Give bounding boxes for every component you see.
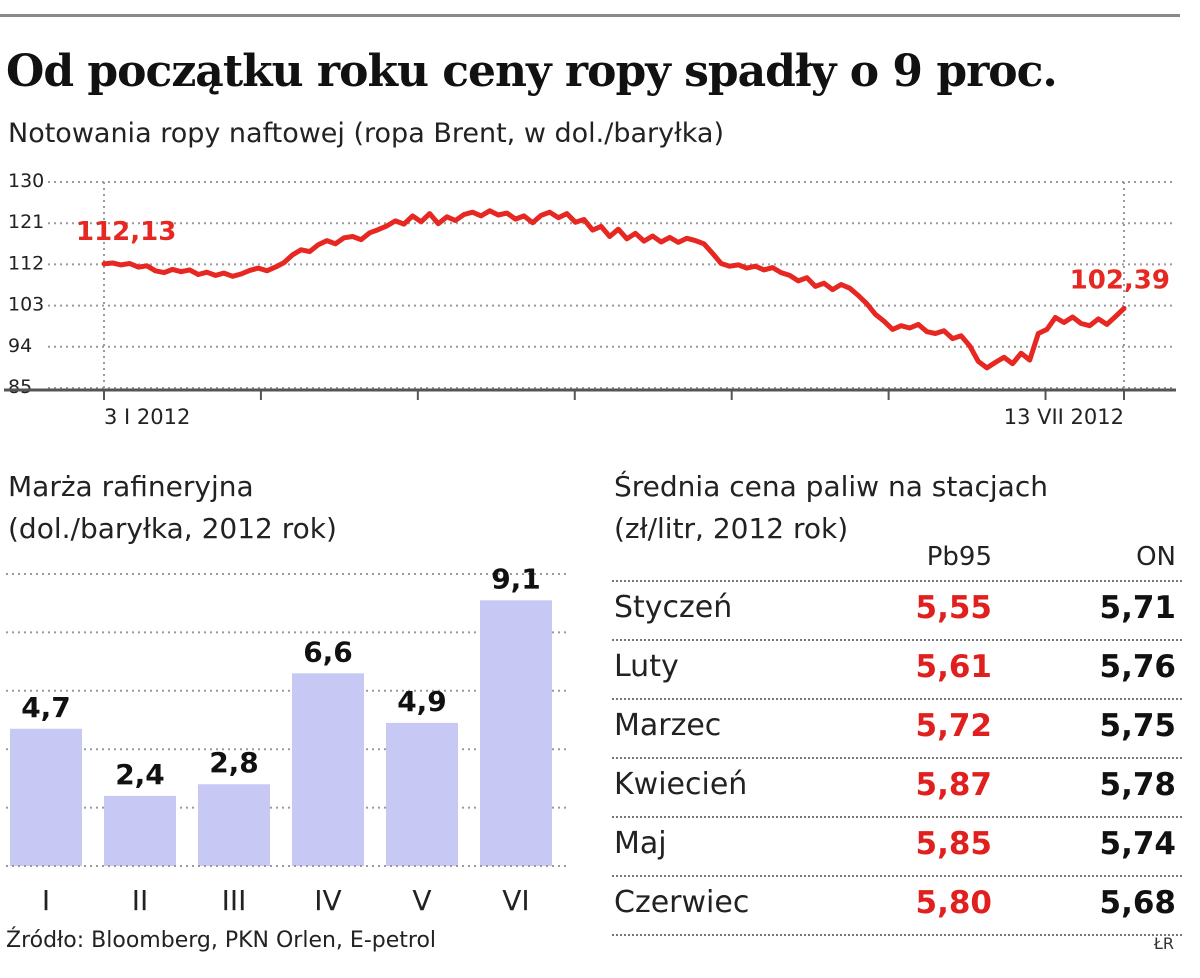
margin-bar: [104, 795, 176, 866]
fuel-table-title: Średnia cena paliw na stacjach: [614, 470, 1048, 503]
bar-category-label: III: [222, 884, 247, 917]
pb95-price: 5,80: [915, 885, 993, 921]
on-price: 5,68: [1099, 885, 1177, 921]
oil-price-line-chart: 130 121 112 103 94 85 3 I 2012 13 VII 2012 112,1…: [4, 170, 1176, 429]
x-label-start: 3 I 2012: [104, 405, 190, 429]
on-price: 5,76: [1099, 649, 1177, 685]
margin-bar: [480, 600, 552, 866]
oil-price-series-line: [101, 208, 1127, 371]
x-label-end: 13 VII 2012: [1004, 405, 1124, 429]
table-row: Maj 5,85 5,74: [612, 816, 1182, 875]
pb95-price: 5,85: [915, 826, 993, 862]
bar-category-label: II: [132, 884, 149, 917]
bar-value-label: 4,9: [397, 685, 447, 718]
month-label: Kwiecień: [614, 767, 748, 802]
margin-bar: [292, 673, 364, 866]
bar-value-label: 4,7: [21, 691, 71, 724]
bar-category-label: I: [42, 884, 50, 917]
on-price: 5,75: [1099, 708, 1177, 744]
on-price: 5,78: [1099, 767, 1177, 803]
margin-bar: [198, 784, 270, 866]
bar-value-label: 2,8: [209, 746, 259, 779]
on-price: 5,74: [1099, 826, 1177, 862]
month-label: Marzec: [614, 708, 722, 743]
month-label: Czerwiec: [614, 885, 750, 920]
on-price: 5,71: [1099, 590, 1177, 626]
end-value-label: 102,39: [1070, 265, 1170, 295]
author-signature: ŁR: [1153, 934, 1174, 953]
top-rule: [0, 14, 1180, 17]
bar-value-label: 9,1: [491, 562, 541, 595]
table-row: Marzec 5,72 5,75: [612, 698, 1182, 757]
margin-chart-title: Marża rafineryjna: [8, 470, 254, 503]
y-tick-label: 85: [8, 376, 32, 398]
margin-bar: [386, 722, 458, 866]
month-label: Maj: [614, 826, 667, 861]
pb95-price: 5,87: [915, 767, 993, 803]
bar-category-label: VI: [502, 884, 529, 917]
bar-category-label: V: [412, 884, 431, 917]
fuel-table-subtitle: (zł/litr, 2012 rok): [614, 512, 849, 545]
y-tick-label: 112: [8, 252, 44, 274]
bar-category-label: IV: [314, 884, 341, 917]
pb95-price: 5,55: [915, 590, 993, 626]
table-row: Luty 5,61 5,76: [612, 639, 1182, 698]
bar-value-label: 6,6: [303, 635, 353, 668]
margin-chart-subtitle: (dol./baryłka, 2012 rok): [8, 512, 337, 545]
table-row: Styczeń 5,55 5,71: [612, 580, 1182, 639]
column-header-pb95: Pb95: [926, 542, 992, 572]
month-label: Styczeń: [614, 590, 733, 625]
margin-bar-chart: 4,7 I 2,4 II 2,8 III 6,6 IV 4,9 V 9,1 VI: [6, 562, 570, 917]
table-header: Pb95 ON: [612, 538, 1182, 580]
y-tick-label: 130: [8, 170, 44, 192]
column-header-on: ON: [1136, 542, 1176, 572]
y-tick-label: 103: [8, 294, 44, 316]
table-row: Kwiecień 5,87 5,78: [612, 757, 1182, 816]
pb95-price: 5,61: [915, 649, 993, 685]
chart-title: Od początku roku ceny ropy spadły o 9 pr…: [6, 46, 1058, 97]
y-tick-label: 121: [8, 211, 44, 233]
fuel-price-table: Pb95 ON Styczeń 5,55 5,71 Luty 5,61 5,76…: [612, 538, 1182, 936]
start-value-label: 112,13: [76, 217, 176, 247]
bar-value-label: 2,4: [115, 758, 165, 791]
month-label: Luty: [614, 649, 679, 684]
pb95-price: 5,72: [915, 708, 993, 744]
chart-subtitle: Notowania ropy naftowej (ropa Brent, w d…: [8, 118, 725, 149]
source-note: Źródło: Bloomberg, PKN Orlen, E-petrol: [6, 928, 437, 953]
table-row: Czerwiec 5,80 5,68: [612, 875, 1182, 936]
margin-bar: [10, 728, 82, 866]
y-tick-label: 94: [8, 335, 32, 357]
